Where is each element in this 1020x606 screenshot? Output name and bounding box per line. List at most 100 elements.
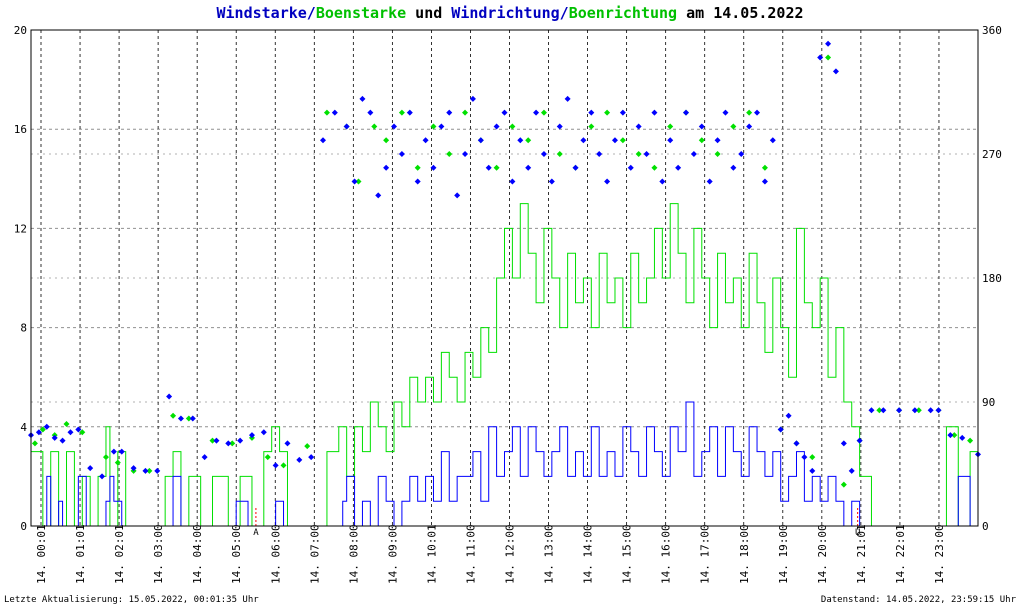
wind-direction-point [213, 437, 220, 444]
wind-direction-point [469, 95, 476, 102]
x-tick-label: 14. 21:01 [855, 524, 868, 584]
sun-marker-label: U [855, 528, 860, 538]
gust-direction-point [619, 137, 626, 144]
wind-direction-point [130, 465, 137, 472]
wind-direction-point [43, 423, 50, 430]
gust-direction-point [304, 443, 311, 450]
wind-direction-series [28, 40, 981, 480]
wind-direction-point [375, 192, 382, 199]
gust-direction-point [730, 123, 737, 130]
gust-direction-point [746, 109, 753, 116]
wind-direction-point [525, 164, 532, 171]
gust-direction-point [209, 437, 216, 444]
wind-direction-point [359, 95, 366, 102]
x-tick-label: 14. 06:00 [269, 524, 282, 584]
gust-direction-point [383, 137, 390, 144]
wind-direction-point [809, 467, 816, 474]
gust-direction-point [185, 415, 192, 422]
x-tick-label: 14. 09:00 [386, 524, 399, 584]
wind-direction-point [935, 407, 942, 414]
wind-direction-point [225, 440, 232, 447]
x-tick-label: 14. 03:00 [152, 524, 165, 584]
wind-direction-point [201, 454, 208, 461]
x-tick-label: 14. 01:01 [74, 524, 87, 584]
wind-direction-point [260, 429, 267, 436]
footer-data-status: Datenstand: 14.05.2022, 23:59:15 Uhr [821, 595, 1017, 605]
title-windrichtung: Windrichtung [451, 4, 559, 22]
wind-direction-point [422, 137, 429, 144]
title-boenstarke: Boenstarke [316, 4, 406, 22]
gust-direction-point [951, 432, 958, 439]
wind-direction-point [284, 440, 291, 447]
wind-direction-point [367, 109, 374, 116]
x-tick-label: 14. 16:00 [660, 524, 673, 584]
y-right-tick-label: 270 [982, 148, 1002, 161]
wind-direction-point [308, 454, 315, 461]
y-left-tick-label: 0 [20, 520, 27, 533]
title-date: am 14.05.2022 [677, 4, 803, 22]
gust-direction-point [414, 164, 421, 171]
gust-direction-point [604, 109, 611, 116]
wind-direction-point [59, 437, 66, 444]
gust-direction-point [540, 109, 547, 116]
wind-direction-point [777, 426, 784, 433]
x-tick-label: 14. 12:00 [504, 524, 517, 584]
gust-direction-point [509, 123, 516, 130]
gust-direction-point [63, 421, 70, 428]
wind-direction-point [880, 407, 887, 414]
wind-direction-point [237, 437, 244, 444]
wind-direction-point [351, 178, 358, 185]
wind-direction-point [110, 448, 117, 455]
gust-direction-point [31, 440, 38, 447]
wind-direction-point [611, 137, 618, 144]
wind-direction-point [825, 40, 832, 47]
wind-direction-point [817, 54, 824, 61]
wind-direction-point [801, 454, 808, 461]
x-tick-label: 14. 23:00 [933, 524, 946, 584]
wind-direction-point [414, 178, 421, 185]
wind-direction-point [856, 437, 863, 444]
axis-labels: 0 4 8 12 16 20 0 90 180 270 360 14. 00:01 14. 01:01 1… [14, 24, 1002, 584]
gust-direction-point [825, 54, 832, 61]
gust-direction-point [651, 164, 658, 171]
wind-direction-point [769, 137, 776, 144]
wind-direction-point [99, 473, 106, 480]
wind-direction-point [738, 151, 745, 157]
wind-direction-point [406, 109, 413, 116]
wind-direction-point [87, 465, 94, 472]
gust-direction-point [525, 137, 532, 144]
wind-direction-point [331, 109, 338, 116]
gust-direction-point [229, 440, 236, 447]
wind-direction-point [714, 137, 721, 144]
wind-direction-point [619, 109, 626, 116]
wind-direction-point [848, 467, 855, 474]
wind-direction-point [343, 123, 350, 130]
gust-direction-point [430, 123, 437, 130]
gust-direction-point [102, 454, 109, 461]
gust-direction-point [170, 412, 177, 419]
wind-direction-point [868, 407, 875, 414]
wind-direction-point [485, 164, 492, 171]
wind-direction-point [501, 109, 508, 116]
wind-direction-point [627, 164, 634, 171]
wind-direction-point [667, 137, 674, 144]
gust-direction-point [967, 437, 974, 444]
gust-direction-point [462, 109, 469, 116]
wind-direction-point [540, 151, 547, 157]
y-left-tick-label: 4 [20, 421, 27, 434]
title-slash-2: / [560, 4, 569, 22]
wind-direction-point [659, 178, 666, 185]
wind-direction-point [35, 429, 42, 436]
wind-direction-point [296, 456, 303, 463]
wind-direction-point [651, 109, 658, 116]
wind-direction-point [840, 440, 847, 447]
x-tick-label: 14. 08:00 [347, 524, 360, 584]
y-left-tick-label: 8 [20, 322, 27, 335]
wind-direction-point [272, 462, 279, 469]
gust-direction-point [556, 151, 563, 157]
x-tick-label: 14. 19:00 [777, 524, 790, 584]
plot-frame [30, 29, 979, 527]
gust-direction-point [588, 123, 595, 130]
sun-marker-label: A [253, 528, 259, 538]
wind-direction-point [154, 467, 161, 474]
